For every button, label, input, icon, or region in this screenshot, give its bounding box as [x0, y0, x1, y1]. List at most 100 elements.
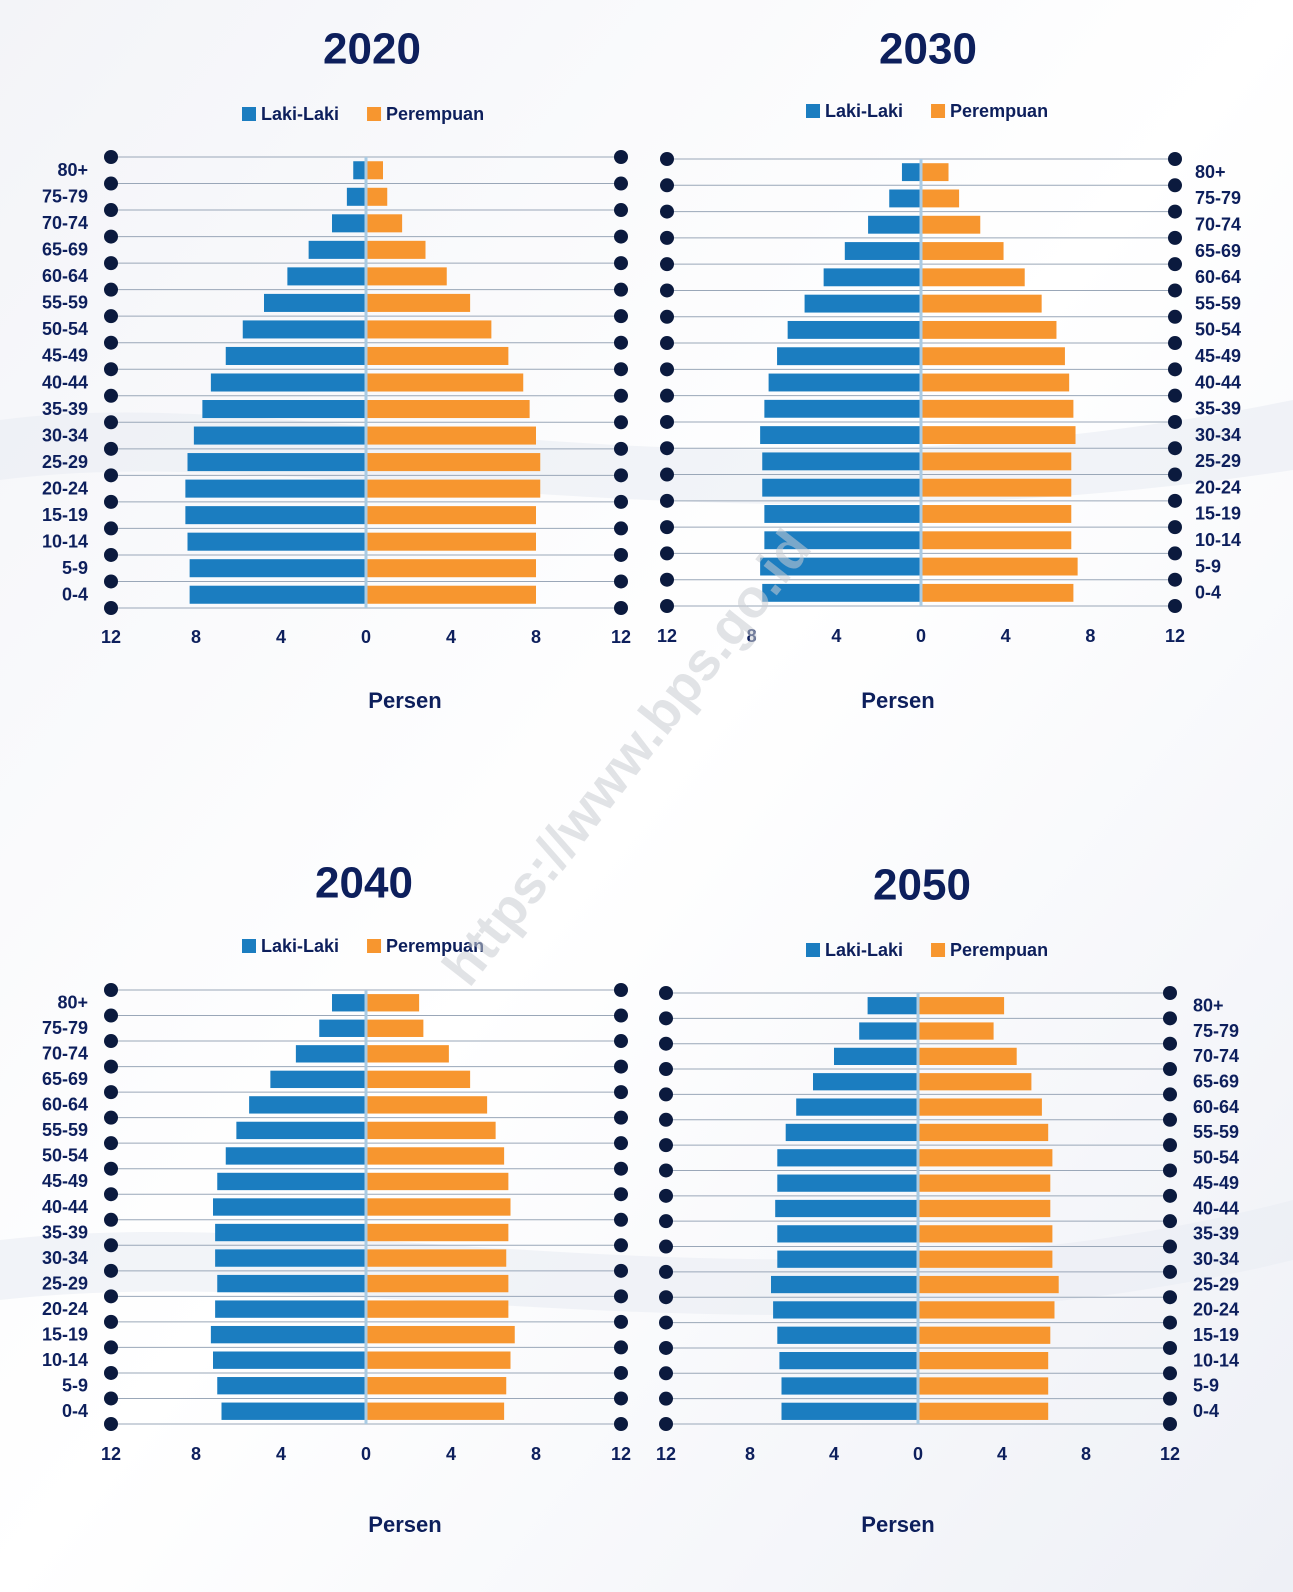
category-label: 55-59 [42, 293, 88, 313]
bar [889, 189, 921, 208]
bar [921, 268, 1025, 287]
legend-label: Laki-Laki [261, 104, 339, 124]
category-label: 60-64 [42, 266, 88, 286]
row-dot [614, 1085, 628, 1100]
row-dot [1163, 1214, 1177, 1229]
bar [918, 1402, 1049, 1420]
bar [921, 320, 1057, 339]
row-dot [660, 257, 674, 272]
bar [264, 293, 366, 312]
row-dot [660, 388, 674, 403]
bar [185, 479, 366, 498]
row-dot [614, 1238, 628, 1253]
category-label: 15-19 [1195, 504, 1241, 524]
bar [366, 293, 471, 312]
category-label: 0-4 [62, 1401, 88, 1421]
bar [762, 452, 921, 471]
bar [834, 1047, 918, 1066]
bar [777, 1174, 918, 1192]
category-label: 60-64 [42, 1095, 88, 1115]
row-dot [104, 983, 118, 997]
bar [215, 1223, 366, 1242]
row-dot [659, 1340, 673, 1355]
bar [217, 1274, 366, 1293]
category-label: 50-54 [1193, 1148, 1239, 1168]
row-dot [614, 1365, 628, 1380]
bar [823, 268, 921, 287]
category-label: 75-79 [1195, 188, 1241, 208]
row-dot [104, 1008, 118, 1023]
row-dot [659, 1239, 673, 1254]
category-label: 20-24 [42, 478, 88, 498]
bar [366, 585, 536, 604]
bar [760, 557, 921, 576]
category-label: 45-49 [1193, 1173, 1239, 1193]
row-dot [660, 467, 674, 482]
x-tick-label: 12 [1165, 626, 1185, 646]
legend-swatch [242, 939, 256, 953]
chart-title: 2040 [315, 859, 413, 908]
row-dot [1163, 1087, 1177, 1102]
bar [785, 1123, 918, 1142]
bar [366, 1147, 505, 1165]
category-label: 0-4 [1193, 1401, 1219, 1421]
bar [366, 240, 426, 259]
bar [781, 1377, 918, 1395]
x-axis-title: Persen [368, 1512, 441, 1537]
bar [366, 1198, 511, 1216]
chart-title: 2020 [323, 25, 421, 74]
row-dot [614, 176, 628, 191]
category-label: 25-29 [42, 1273, 88, 1293]
bar [366, 994, 420, 1012]
legend-swatch [931, 104, 946, 118]
bar [213, 1351, 366, 1369]
x-tick-label: 8 [531, 627, 541, 647]
bar [213, 1198, 366, 1216]
x-axis-title: Persen [368, 688, 441, 713]
row-dot [659, 1264, 673, 1279]
row-dot [1168, 336, 1182, 351]
bar [768, 373, 921, 392]
legend-swatch [367, 939, 382, 953]
row-dot [614, 1059, 628, 1074]
row-dot [614, 1212, 628, 1227]
row-dot [104, 1187, 118, 1202]
bar [921, 294, 1042, 313]
x-axis-title: Persen [861, 688, 934, 713]
row-dot [614, 1314, 628, 1329]
bar [921, 505, 1072, 523]
row-dot [104, 494, 118, 509]
bar [921, 373, 1070, 392]
bar [287, 267, 366, 286]
bar [921, 215, 981, 234]
row-dot [1168, 283, 1182, 298]
bar [215, 1249, 366, 1267]
category-label: 40-44 [42, 372, 88, 392]
bar [353, 161, 366, 180]
row-dot [104, 150, 118, 164]
category-label: 10-14 [1193, 1350, 1239, 1370]
bar [777, 347, 921, 366]
row-dot [659, 1417, 673, 1431]
row-dot [104, 468, 118, 483]
category-label: 10-14 [42, 1350, 88, 1370]
bar [777, 1326, 918, 1344]
x-tick-label: 4 [1001, 626, 1011, 646]
category-label: 30-34 [42, 1248, 88, 1268]
category-label: 50-54 [42, 319, 88, 339]
row-dot [104, 203, 118, 218]
category-label: 55-59 [1195, 293, 1241, 313]
row-dot [1163, 1239, 1177, 1254]
row-dot [660, 520, 674, 535]
x-tick-label: 4 [831, 626, 841, 646]
category-label: 0-4 [1195, 583, 1221, 603]
legend-swatch [242, 107, 256, 121]
bar [764, 531, 921, 550]
row-dot [104, 309, 118, 324]
row-dot [614, 335, 628, 350]
bar [787, 320, 921, 339]
x-tick-label: 0 [361, 1444, 371, 1464]
category-label: 65-69 [42, 240, 88, 260]
row-dot [104, 1417, 118, 1431]
category-label: 0-4 [62, 584, 88, 604]
